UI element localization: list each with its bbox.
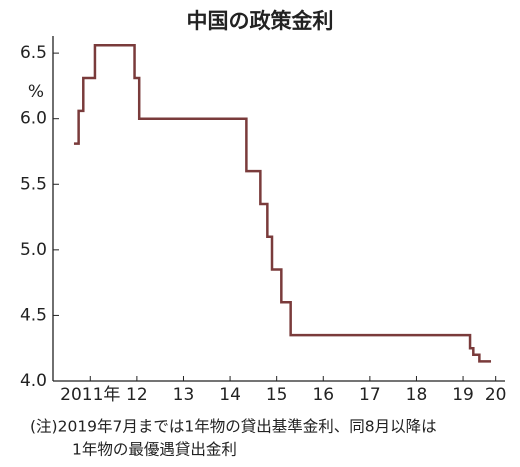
x-tick-label: 19 xyxy=(452,385,474,405)
rate-line xyxy=(73,43,492,363)
y-tick-label: 5.0 xyxy=(20,240,47,260)
x-tick-label: 20 xyxy=(485,385,507,405)
y-tick-label: 6.5 xyxy=(20,43,47,63)
x-tick-label: 12 xyxy=(126,385,148,405)
note-line: (注)2019年7月までは1年物の貸出基準金利、同8月以降は xyxy=(30,418,437,436)
y-tick-label: 6.0 xyxy=(20,109,47,129)
chart-title: 中国の政策金利 xyxy=(187,9,334,33)
y-tick-label: 4.5 xyxy=(20,305,47,325)
x-tick-label: 2011年 xyxy=(60,385,120,405)
note-line: 1年物の最優遇貸出金利 xyxy=(72,441,237,459)
y-unit: % xyxy=(28,82,44,102)
y-tick-label: 4.0 xyxy=(20,371,47,391)
x-tick-label: 14 xyxy=(219,385,241,405)
x-tick-label: 17 xyxy=(359,385,381,405)
x-tick-label: 18 xyxy=(406,385,428,405)
x-tick-label: 15 xyxy=(266,385,288,405)
x-tick-label: 13 xyxy=(173,385,195,405)
y-tick-label: 5.5 xyxy=(20,174,47,194)
x-tick-label: 16 xyxy=(312,385,334,405)
